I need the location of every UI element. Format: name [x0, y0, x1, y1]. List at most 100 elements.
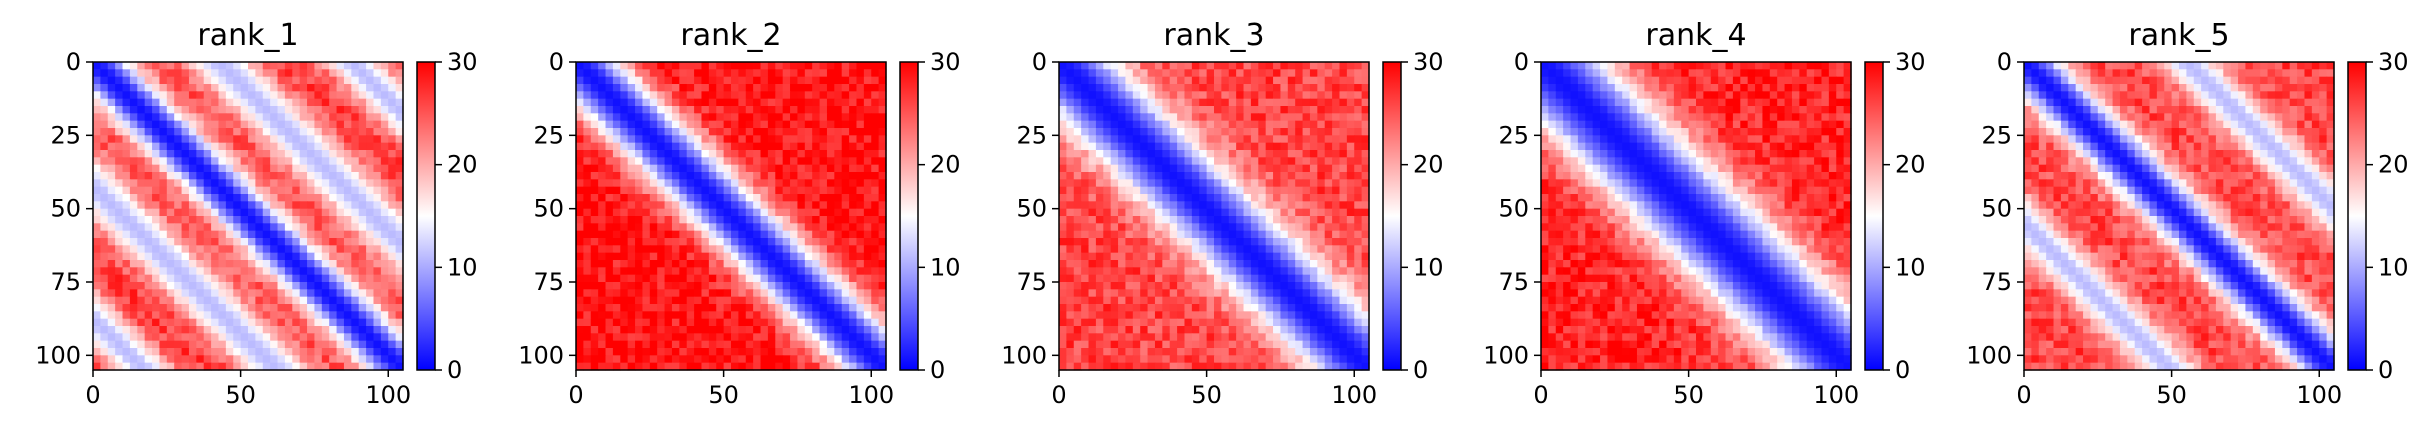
heatmap-cell: [797, 150, 806, 158]
heatmap-cell: [694, 289, 703, 298]
heatmap-cell: [1287, 245, 1296, 254]
heatmap-cell: [1346, 120, 1355, 129]
heatmap-cell: [1280, 179, 1289, 188]
heatmap-cell: [635, 238, 644, 246]
heatmap-cell: [797, 304, 806, 312]
heatmap-cell: [590, 230, 599, 239]
heatmap-cell: [100, 150, 109, 158]
heatmap-cell: [745, 157, 754, 166]
heatmap-cell: [366, 98, 375, 107]
heatmap-cell: [240, 142, 249, 151]
colorbar-frame: [416, 61, 436, 371]
heatmap-cell: [270, 172, 279, 180]
heatmap-cell: [225, 355, 234, 364]
heatmap-cell: [612, 311, 621, 320]
heatmap-cell: [248, 333, 256, 342]
heatmap-cell: [270, 216, 279, 224]
heatmap-cell: [612, 84, 621, 92]
heatmap-cell: [262, 172, 271, 180]
heatmap-cell: [366, 223, 375, 232]
heatmap-cell: [1103, 252, 1112, 261]
heatmap-cell: [775, 282, 784, 290]
heatmap-cell: [248, 311, 256, 320]
heatmap-cell: [657, 304, 666, 312]
heatmap-cell: [1309, 201, 1318, 210]
heatmap-cell: [775, 267, 784, 276]
heatmap-cell: [834, 252, 843, 261]
heatmap-cell: [856, 150, 865, 158]
heatmap-cell: [649, 150, 658, 158]
heatmap-cell: [1169, 113, 1178, 122]
heatmap-cell: [1169, 120, 1178, 129]
heatmap-cell: [620, 333, 629, 342]
heatmap-cell: [218, 62, 227, 70]
heatmap-cell: [775, 179, 784, 188]
heatmap-cell: [174, 340, 183, 349]
heatmap-cell: [1147, 223, 1156, 232]
heatmap-cell: [723, 194, 732, 202]
heatmap-cell: [1302, 201, 1311, 210]
heatmap-cell: [196, 333, 205, 342]
heatmap-cell: [1273, 128, 1282, 136]
heatmap-cell: [1243, 62, 1252, 70]
heatmap-cell: [159, 340, 168, 349]
heatmap-cell: [1162, 69, 1171, 78]
heatmap-cell: [218, 201, 227, 210]
heatmap-cell: [388, 252, 397, 261]
heatmap-cell: [93, 62, 101, 70]
heatmap-cell: [144, 208, 153, 217]
heatmap-cell: [299, 348, 308, 356]
heatmap-cell: [1088, 282, 1097, 290]
heatmap-cell: [166, 252, 175, 261]
heatmap-cell: [181, 362, 190, 371]
heatmap-cell: [745, 201, 754, 210]
heatmap-cell: [122, 172, 131, 180]
heatmap-cell: [351, 230, 360, 239]
heatmap-cell: [767, 179, 776, 188]
heatmap-cell: [366, 76, 375, 85]
heatmap-cell: [174, 76, 183, 85]
heatmap-cell: [329, 186, 338, 195]
heatmap-cell: [753, 274, 762, 283]
heatmap-cell: [240, 245, 249, 254]
heatmap-cell: [790, 128, 799, 136]
heatmap-cell: [129, 216, 138, 224]
heatmap-cell: [1309, 208, 1318, 217]
heatmap-cell: [760, 62, 769, 70]
heatmap-cell: [129, 274, 138, 283]
heatmap-cell: [373, 355, 382, 364]
heatmap-cell: [679, 113, 688, 122]
heatmap-cell: [351, 223, 360, 232]
heatmap-cell: [1177, 274, 1186, 283]
heatmap-cell: [1258, 98, 1267, 107]
heatmap-cell: [329, 157, 338, 166]
heatmap-cell: [598, 98, 607, 107]
heatmap-cell: [1295, 84, 1304, 92]
heatmap-cell: [166, 348, 175, 356]
heatmap-cell: [731, 245, 739, 254]
heatmap-cell: [1206, 157, 1215, 166]
heatmap-cell: [366, 186, 375, 195]
heatmap-cell: [284, 106, 293, 114]
heatmap-cell: [1140, 106, 1149, 114]
heatmap-cell: [775, 223, 784, 232]
heatmap-cell: [107, 62, 116, 70]
heatmap-cell: [679, 304, 688, 312]
heatmap-cell: [1140, 274, 1149, 283]
heatmap-cell: [277, 260, 286, 268]
heatmap-cell: [1088, 135, 1097, 144]
heatmap-cell: [834, 62, 843, 70]
heatmap-cell: [1088, 113, 1097, 122]
heatmap-cell: [576, 318, 584, 327]
heatmap-cell: [100, 289, 109, 298]
heatmap-cell: [612, 91, 621, 100]
heatmap-cell: [856, 282, 865, 290]
heatmap-cell: [767, 164, 776, 173]
heatmap-cell: [804, 274, 813, 283]
heatmap-cell: [694, 142, 703, 151]
heatmap-cell: [277, 208, 286, 217]
heatmap-cell: [218, 348, 227, 356]
heatmap-cell: [620, 216, 629, 224]
heatmap-cell: [1332, 186, 1341, 195]
heatmap-cell: [144, 318, 153, 327]
